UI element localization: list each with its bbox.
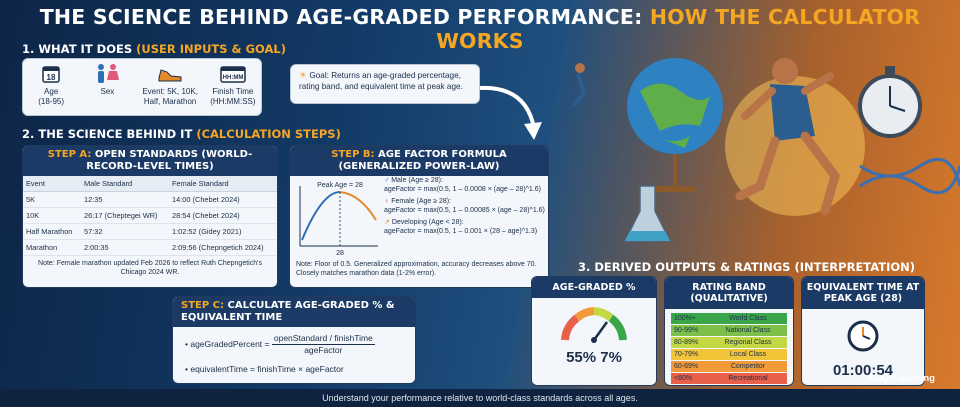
female-icon: ♀ [384,198,390,205]
female-formula: ♀ Female (Age ≥ 28): ageFactor = max(0.5… [384,198,545,214]
table-header-row: Event Male Standard Female Standard [23,176,277,192]
gauge-icon [532,306,656,349]
running-shoe-icon [136,63,204,85]
step-b-title: STEP B: AGE FACTOR FORMULA (GENERALIZED … [290,146,548,176]
formulas: ♂ Male (Age ≥ 28): ageFactor = max(0.5, … [384,176,548,239]
section3-heading: 3. DERIVED OUTPUTS & RATINGS (INTERPRETA… [578,260,916,274]
equivalent-time-formula: • equivalentTime = finishTime × ageFacto… [185,364,344,374]
inputs-box: 18 Age (18-95) Sex Event: 5K, 10K, Half,… [22,58,262,116]
band-percent: 100%+ [674,315,696,322]
timer-icon: HH:MM [205,63,260,85]
band-label: World Class [729,315,767,322]
input-finish-label: Finish Time (HH:MM:SS) [210,87,256,106]
rating-band-row: <60% Recreational [671,373,787,384]
footer: Understand your performance relative to … [0,389,960,407]
flask-icon [623,185,672,242]
step-a-panel: STEP A: OPEN STANDARDS (WORLD-RECORD-LEV… [22,145,278,288]
input-age: 18 Age (18-95) [24,63,79,106]
age-graded-title: AGE-GRADED % [532,277,656,298]
band-percent: 60-69% [674,363,699,370]
band-label: Competitor [730,363,766,370]
table-row: Marathon 2:00:35 2:09:56 (Chepngetich 20… [23,239,277,256]
runner-icon [735,58,840,216]
page-title: THE SCIENCE BEHIND AGE-GRADED PERFORMANC… [0,0,960,53]
rating-band-row: 70-79% Local Class [671,349,787,360]
peak-label: Peak Age = 28 [317,182,363,189]
rating-band-title: RATING BAND (QUALITATIVE) [665,277,793,309]
age-factor-curve: 28 Peak Age = 28 [294,180,380,258]
rating-band-row: 60-69% Competitor [671,361,787,372]
step-a-note: Note: Female marathon updated Feb 2026 t… [38,260,262,276]
step-b-panel: STEP B: AGE FACTOR FORMULA (GENERALIZED … [289,145,549,288]
dna-icon [859,157,960,195]
age-graded-value: 55% 7% [566,349,622,366]
band-percent: 70-79% [674,351,699,358]
input-sex-label: Sex [100,87,115,96]
globe-icon [627,58,723,192]
title-part2: HOW THE CALCULATOR WORKS [436,5,921,53]
table-row: Half Marathon 57:32 1:02:52 (Gidey 2021) [23,223,277,240]
band-label: Local Class [729,351,767,358]
illustration [572,58,960,242]
input-event: Event: 5K, 10K, Half, Marathon [136,63,204,106]
small-runner-icon [572,63,587,108]
equivalent-time-card: EQUIVALENT TIME AT PEAK AGE (28) 01:00:5… [801,276,925,386]
developing-formula: ↗ Developing (Age < 28): ageFactor = max… [384,219,538,235]
svg-text:18: 18 [47,73,56,82]
col-male: Male Standard [80,176,169,192]
section1-heading: 1. WHAT IT DOES (USER INPUTS & GOAL) [22,42,286,56]
standards-table: Event Male Standard Female Standard 5K 1… [23,176,277,256]
step-b-note: Note: Floor of 0.5. Generalized approxim… [296,261,537,277]
input-sex: Sex [80,63,135,97]
title-part1: THE SCIENCE BEHIND AGE-GRADED PERFORMANC… [39,5,643,29]
band-percent: 90-99% [674,327,699,334]
col-female: Female Standard [168,176,277,192]
rating-bands: 100%+ World Class 90-99% National Class 80-8… [671,313,787,384]
table-row: 5K 12:35 14:00 (Chebet 2024) [23,191,277,208]
band-label: Recreational [728,375,768,382]
svg-text:HH:MM: HH:MM [223,75,244,81]
peak-tick: 28 [336,250,344,257]
brand-logo: ESQ.Coaching [869,373,935,384]
male-icon: ♂ [384,177,390,184]
goal-text: Goal: Returns an age-graded percentage, … [299,71,463,91]
step-a-title: STEP A: OPEN STANDARDS (WORLD-RECORD-LEV… [23,146,277,176]
age-graded-card: AGE-GRADED % 55% 7% [531,276,657,386]
band-label: National Class [725,327,771,334]
age-graded-formula: • ageGradedPercent = openStandard / fini… [185,333,375,355]
input-finish-time: HH:MM Finish Time (HH:MM:SS) [205,63,260,106]
rating-band-row: 90-99% National Class [671,325,787,336]
table-row: 10K 26:17 (Cheptegei WR) 28:54 (Chebet 2… [23,207,277,224]
goal-box: ☀ Goal: Returns an age-graded percentage… [290,64,480,104]
rating-band-row: 100%+ World Class [671,313,787,324]
rating-band-row: 80-89% Regional Class [671,337,787,348]
equivalent-time-value: 01:00:54 [832,362,894,379]
step-c-title: STEP C: CALCULATE AGE-GRADED % & EQUIVAL… [173,297,415,327]
male-formula: ♂ Male (Age ≥ 28): ageFactor = max(0.5, … [384,177,541,193]
rating-band-card: RATING BAND (QUALITATIVE) 100%+ World Cla… [664,276,794,386]
band-percent: <60% [674,375,693,382]
band-label: Regional Class [724,339,772,346]
band-percent: 80-89% [674,339,699,346]
section2-heading: 2. THE SCIENCE BEHIND IT (CALCULATION ST… [22,127,341,141]
col-event: Event [23,176,81,192]
input-age-label: Age (18-95) [38,87,65,106]
growth-icon: ↗ [384,219,390,226]
curved-arrow-icon [479,85,542,140]
stopwatch-icon [858,66,922,138]
calendar-icon: 18 [24,63,79,85]
lightbulb-icon: ☀ [299,70,308,80]
step-c-formulas: • ageGradedPercent = openStandard / fini… [173,327,415,381]
male-female-icon [80,63,135,85]
equivalent-time-title: EQUIVALENT TIME AT PEAK AGE (28) [802,277,924,309]
clock-icon [802,319,924,358]
step-c-panel: STEP C: CALCULATE AGE-GRADED % & EQUIVAL… [172,296,416,384]
input-event-label: Event: 5K, 10K, Half, Marathon [142,87,198,106]
